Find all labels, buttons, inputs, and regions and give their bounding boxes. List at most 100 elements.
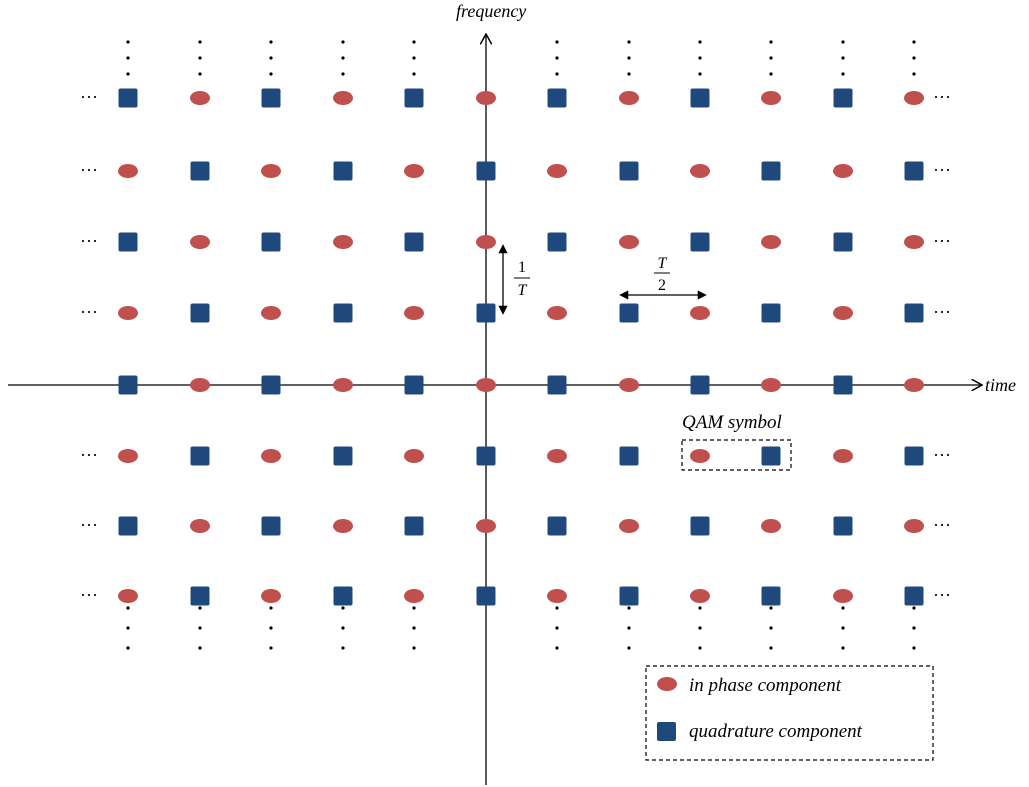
in-phase-symbol [833, 589, 853, 603]
quadrature-symbol [761, 303, 781, 323]
in-phase-symbol [261, 449, 281, 463]
ellipsis-right: ··· [933, 160, 951, 180]
ellipsis-right: ··· [933, 515, 951, 535]
in-phase-symbol [118, 164, 138, 178]
vertical-ellipsis-dot [198, 646, 202, 650]
in-phase-symbol [261, 306, 281, 320]
ellipsis-left: ··· [80, 302, 98, 322]
vertical-ellipsis-dot [269, 626, 273, 630]
vertical-ellipsis-dot [698, 626, 702, 630]
in-phase-symbol [261, 589, 281, 603]
vertical-ellipsis-dot [341, 646, 345, 650]
vertical-ellipsis-dot [269, 646, 273, 650]
ellipsis-right: ··· [933, 585, 951, 605]
quadrature-symbol [833, 232, 853, 252]
quadrature-symbol [190, 161, 210, 181]
in-phase-symbol [333, 235, 353, 249]
quadrature-symbol [690, 232, 710, 252]
in-phase-symbol [904, 235, 924, 249]
quadrature-symbol [476, 586, 496, 606]
vertical-ellipsis-dot [841, 40, 845, 44]
time-spacing-denominator: 2 [658, 277, 666, 294]
in-phase-symbol [261, 164, 281, 178]
quadrature-symbol [690, 375, 710, 395]
in-phase-symbol [547, 306, 567, 320]
vertical-ellipsis-dot [341, 72, 345, 76]
vertical-ellipsis-dot [555, 40, 559, 44]
quadrature-symbol [190, 446, 210, 466]
in-phase-symbol [118, 306, 138, 320]
vertical-ellipsis-dot [412, 40, 416, 44]
quadrature-symbol [833, 88, 853, 108]
vertical-ellipsis-dot [841, 626, 845, 630]
vertical-ellipsis-dot [341, 40, 345, 44]
ellipsis-right: ··· [933, 231, 951, 251]
ellipsis-left: ··· [80, 231, 98, 251]
quadrature-symbol [333, 303, 353, 323]
quadrature-symbol [547, 516, 567, 536]
vertical-ellipsis-dot [841, 72, 845, 76]
vertical-ellipsis-dot [912, 606, 916, 610]
quadrature-symbol [476, 303, 496, 323]
legend-quadrature-icon [657, 722, 676, 741]
vertical-ellipsis-dot [698, 72, 702, 76]
vertical-ellipsis-dot [269, 56, 273, 60]
vertical-ellipsis-dot [412, 626, 416, 630]
vertical-ellipsis-dot [269, 72, 273, 76]
legend-in-phase-label: in phase component [689, 675, 842, 696]
quadrature-symbol [619, 303, 639, 323]
vertical-ellipsis-dot [769, 40, 773, 44]
legend: in phase component quadrature component [645, 665, 934, 761]
quadrature-symbol [904, 161, 924, 181]
vertical-ellipsis-dot [627, 646, 631, 650]
quadrature-symbol [761, 161, 781, 181]
qam-symbol-annotation: QAM symbol [681, 412, 792, 471]
vertical-ellipsis-dot [769, 56, 773, 60]
vertical-ellipsis-dot [769, 606, 773, 610]
in-phase-symbol [333, 91, 353, 105]
vertical-ellipsis-dot [841, 56, 845, 60]
quadrature-symbol [190, 586, 210, 606]
vertical-ellipsis-dot [341, 56, 345, 60]
ellipsis-left: ··· [80, 160, 98, 180]
ellipsis-right: ··· [933, 445, 951, 465]
in-phase-symbol [476, 519, 496, 533]
vertical-ellipsis-dot [627, 40, 631, 44]
vertical-ellipsis-dot [198, 626, 202, 630]
vertical-ellipsis-dot [126, 40, 130, 44]
in-phase-symbol [833, 306, 853, 320]
quadrature-symbol [261, 516, 281, 536]
in-phase-symbol [547, 449, 567, 463]
in-phase-symbol [404, 164, 424, 178]
quadrature-symbol [547, 88, 567, 108]
in-phase-symbol [547, 589, 567, 603]
vertical-ellipsis-dot [912, 646, 916, 650]
quadrature-symbol [404, 516, 424, 536]
vertical-ellipsis-dot [627, 606, 631, 610]
quadrature-symbol [619, 446, 639, 466]
ellipsis-markers: ··· ··· ··· ··· ··· ··· ··· ··· ··· ··· ··· ··· ··· ·… [80, 40, 951, 650]
quadrature-symbol [904, 303, 924, 323]
in-phase-symbol [904, 519, 924, 533]
vertical-ellipsis-dot [412, 72, 416, 76]
in-phase-symbol [333, 519, 353, 533]
vertical-ellipsis-dot [341, 606, 345, 610]
in-phase-symbol [118, 589, 138, 603]
quadrature-symbol [118, 232, 138, 252]
quadrature-symbol [333, 446, 353, 466]
vertical-ellipsis-dot [627, 56, 631, 60]
vertical-ellipsis-dot [841, 646, 845, 650]
frequency-spacing-annotation: 1 T [498, 244, 530, 315]
quadrature-symbol [118, 88, 138, 108]
quadrature-symbol [333, 161, 353, 181]
quadrature-symbol [261, 88, 281, 108]
vertical-ellipsis-dot [126, 606, 130, 610]
quadrature-symbol [261, 375, 281, 395]
quadrature-symbol [904, 446, 924, 466]
qam-symbol-label: QAM symbol [682, 412, 782, 433]
quadrature-symbol [404, 375, 424, 395]
in-phase-symbol [619, 91, 639, 105]
in-phase-symbol [476, 378, 496, 392]
vertical-ellipsis-dot [198, 72, 202, 76]
